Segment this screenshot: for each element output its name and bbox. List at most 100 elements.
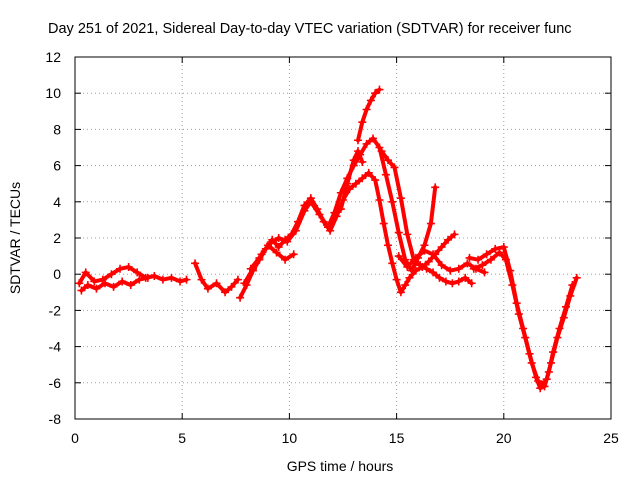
data-point <box>349 156 358 165</box>
x-tick-label: 0 <box>71 430 79 446</box>
data-point <box>381 170 390 179</box>
chart-title: Day 251 of 2021, Sidereal Day-to-day VTE… <box>48 21 572 37</box>
data-point <box>534 376 543 385</box>
data-point <box>315 210 324 219</box>
data-point <box>236 293 245 302</box>
data-point <box>437 261 446 270</box>
data-point <box>124 262 133 271</box>
data-point <box>394 228 403 237</box>
data-point <box>343 179 352 188</box>
data-point <box>465 253 474 262</box>
data-point <box>450 230 459 239</box>
data-point <box>396 194 405 203</box>
data-point <box>107 270 116 279</box>
y-tick-labels: -8 -6 -4 -2 0 2 4 6 8 10 12 <box>45 49 61 427</box>
data-point <box>377 147 386 156</box>
data-point <box>92 284 101 293</box>
data-point <box>388 259 397 268</box>
y-tick-label: 2 <box>53 230 61 246</box>
data-point <box>306 197 315 206</box>
data-point <box>379 219 388 228</box>
series-track-3 <box>191 259 242 297</box>
data-point <box>454 264 463 273</box>
data-point <box>422 264 431 273</box>
data-point <box>424 257 433 266</box>
data-point <box>499 243 508 252</box>
data-point <box>401 281 410 290</box>
series-track-4 <box>236 168 459 302</box>
data-point <box>559 313 568 322</box>
data-point <box>354 136 363 145</box>
data-point <box>407 266 416 275</box>
data-point <box>351 179 360 188</box>
data-point <box>527 358 536 367</box>
data-point <box>371 176 380 185</box>
data-point <box>394 252 403 261</box>
data-point <box>263 241 272 250</box>
data-point <box>441 277 450 286</box>
data-point <box>480 268 489 277</box>
series-track-9 <box>377 147 476 288</box>
data-point <box>392 275 401 284</box>
data-point <box>358 118 367 127</box>
data-point <box>566 291 575 300</box>
data-point <box>403 262 412 271</box>
data-point <box>83 281 92 290</box>
data-point <box>390 163 399 172</box>
data-point <box>486 255 495 264</box>
data-point <box>420 246 429 255</box>
data-point <box>572 273 581 282</box>
data-point <box>212 279 221 288</box>
data-point <box>403 230 412 239</box>
series-track-12 <box>469 248 581 389</box>
data-point <box>176 277 185 286</box>
y-tick-label: 8 <box>53 121 61 137</box>
data-point <box>448 279 457 288</box>
data-point <box>233 275 242 284</box>
data-point <box>435 273 444 282</box>
y-tick-label: -2 <box>49 302 62 318</box>
data-point <box>521 333 530 342</box>
series-track-8 <box>336 147 367 214</box>
y-tick-label: -8 <box>49 411 62 427</box>
data-point <box>495 248 504 257</box>
data-point <box>255 253 264 262</box>
data-point <box>272 248 281 257</box>
data-point <box>274 234 283 242</box>
data-point <box>158 275 167 284</box>
data-point <box>454 277 463 286</box>
data-point <box>77 286 86 295</box>
data-point <box>482 250 491 259</box>
data-point <box>508 281 517 290</box>
y-axis-label: SDTVAR / TECUs <box>7 182 23 294</box>
y-tick-label: 4 <box>53 194 61 210</box>
data-point <box>240 279 249 288</box>
data-point <box>354 147 363 156</box>
series-track-7 <box>354 85 384 145</box>
data-point <box>75 279 84 288</box>
data-point <box>116 264 125 273</box>
data-point <box>281 255 290 264</box>
data-point <box>431 183 440 192</box>
data-point <box>118 277 127 286</box>
data-point <box>478 261 487 270</box>
data-point <box>463 259 472 268</box>
data-point <box>109 282 118 291</box>
data-point <box>514 310 523 319</box>
data-point <box>384 156 393 165</box>
data-point <box>246 264 255 273</box>
y-tick-label: 10 <box>45 85 61 101</box>
data-point <box>416 261 425 270</box>
data-point <box>274 243 283 252</box>
axis-ticks <box>74 56 612 420</box>
data-point <box>336 205 345 214</box>
x-tick-labels: 0 5 10 15 20 25 <box>71 430 619 446</box>
data-point <box>203 284 212 293</box>
x-tick-label: 15 <box>389 430 405 446</box>
data-point <box>474 255 483 264</box>
data-point <box>491 244 500 253</box>
data-point <box>197 275 206 284</box>
data-point <box>501 255 510 264</box>
data-point <box>411 253 420 262</box>
